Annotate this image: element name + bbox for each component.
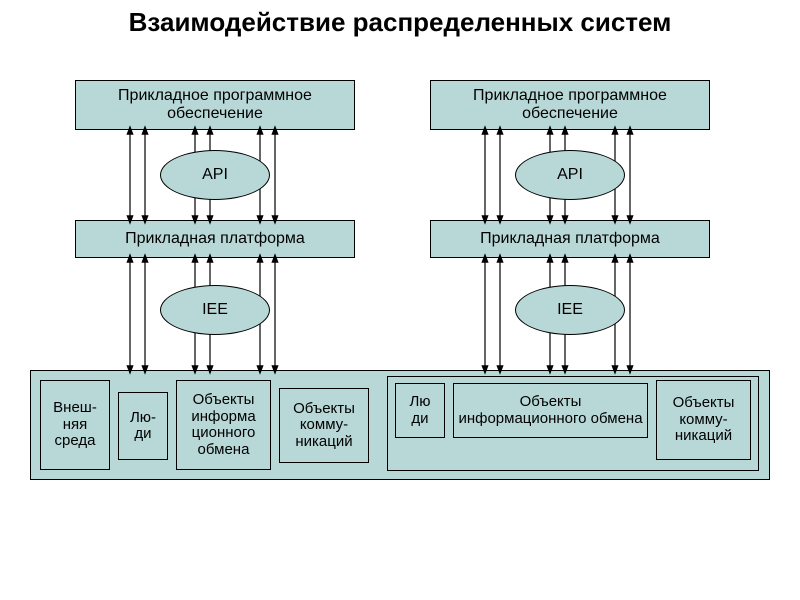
box-app-software-right: Прикладное программное обеспечение: [430, 80, 710, 130]
ellipse-api-right: API: [515, 150, 625, 200]
inner-info-right: Объекты информационного обмена: [453, 383, 648, 438]
box-app-software-left: Прикладное программное обеспечение: [75, 80, 355, 130]
diagram-title: Взаимодействие распределенных систем: [0, 0, 800, 38]
inner-comm-left: Объекты комму-никаций: [279, 388, 369, 463]
arrows-layer: [0, 80, 800, 600]
inner-people-left: Лю-ди: [118, 392, 168, 460]
inner-env: Внеш-няя среда: [40, 380, 110, 470]
diagram-canvas: Прикладное программное обеспечение Прикл…: [0, 80, 800, 600]
box-platform-right: Прикладная платформа: [430, 220, 710, 258]
ellipse-iee-left: IEE: [160, 285, 270, 335]
ellipse-api-left: API: [160, 150, 270, 200]
ellipse-iee-right: IEE: [515, 285, 625, 335]
inner-info-left: Объекты информа ционного обмена: [176, 380, 271, 470]
box-platform-left: Прикладная платформа: [75, 220, 355, 258]
inner-comm-right: Объекты комму-никаций: [656, 380, 751, 460]
inner-people-right: Люди: [395, 383, 445, 438]
